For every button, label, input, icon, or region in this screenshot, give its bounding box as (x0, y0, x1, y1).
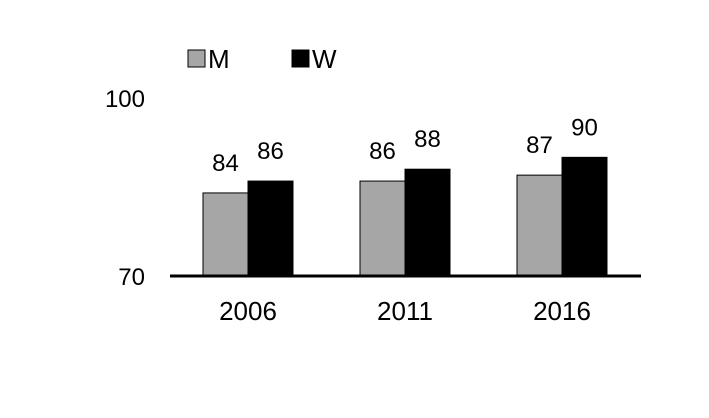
x-category-label-2016: 2016 (533, 296, 591, 326)
y-tick-label-70: 70 (118, 264, 145, 291)
bar-w-2006 (247, 180, 294, 277)
bars (202, 156, 608, 277)
data-labels: 84 86 86 88 87 90 (212, 114, 598, 177)
legend-label-w: W (312, 44, 337, 74)
bar-w-2016 (561, 156, 608, 277)
y-tick-label-100: 100 (105, 86, 145, 113)
x-category-label-2006: 2006 (219, 296, 277, 326)
bar-w-2011 (404, 168, 451, 277)
bar-m-2011 (359, 180, 406, 277)
legend-swatch-w (291, 49, 310, 68)
bar-m-2006 (202, 192, 249, 277)
y-axis-ticks: 70 100 (105, 86, 145, 291)
data-label-w-2016: 90 (571, 114, 598, 141)
data-label-w-2006: 86 (257, 138, 284, 165)
bar-m-2016 (516, 174, 563, 277)
legend-swatch-m (187, 49, 206, 68)
data-label-w-2011: 88 (414, 126, 441, 153)
legend-label-m: M (208, 44, 230, 74)
data-label-m-2006: 84 (212, 150, 239, 177)
x-axis-categories: 2006 2011 2016 (219, 296, 591, 326)
x-category-label-2011: 2011 (377, 296, 433, 326)
data-label-m-2016: 87 (526, 132, 553, 159)
data-label-m-2011: 86 (369, 138, 396, 165)
